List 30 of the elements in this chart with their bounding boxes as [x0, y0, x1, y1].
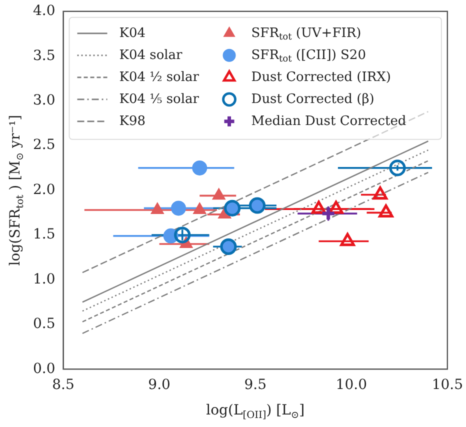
- legend-label: Dust Corrected (β): [251, 92, 374, 107]
- legend-label: K98: [119, 114, 146, 129]
- y-tick-label: 1.5: [33, 226, 56, 243]
- y-tick-label: 2.0: [33, 182, 56, 198]
- y-tick-label: 1.0: [33, 271, 56, 288]
- x-tick-label: 9.5: [244, 377, 266, 394]
- legend-label: K04: [119, 26, 146, 41]
- x-tick-label: 8.5: [52, 377, 74, 394]
- y-axis-title: log(SFRtot ) [M⊙ yr⁻¹]: [8, 114, 26, 266]
- point: [212, 188, 226, 200]
- y-tick-label: 0.0: [33, 360, 56, 377]
- x-tick-label: 10.0: [336, 377, 367, 394]
- point: [340, 232, 355, 246]
- y-tick-label: 2.5: [33, 137, 56, 154]
- y-tick-label: 3.0: [33, 92, 56, 108]
- legend-label: K04 solar: [119, 48, 184, 63]
- legend-label: K04 ⅕ solar: [119, 92, 200, 107]
- legend-label: Dust Corrected (IRX): [251, 70, 391, 85]
- point: [174, 226, 191, 244]
- legend-label: K04 ½ solar: [119, 70, 200, 85]
- x-tick-label: 9.0: [148, 377, 170, 394]
- point: [320, 206, 336, 222]
- x-tick-label: 10.5: [432, 377, 463, 394]
- point: [389, 160, 406, 176]
- y-tick-label: 4.0: [33, 3, 56, 20]
- point: [192, 160, 208, 176]
- y-tick-label: 3.5: [33, 48, 56, 64]
- y-tick-label: 0.5: [33, 316, 56, 332]
- point: [171, 200, 186, 216]
- legend-label: Median Dust Corrected: [251, 114, 406, 129]
